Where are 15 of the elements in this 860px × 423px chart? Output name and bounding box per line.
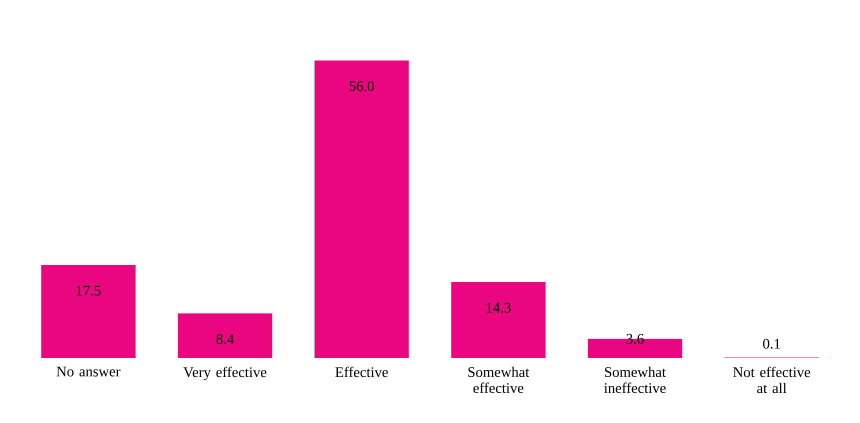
data-label: 56.0 [350, 81, 374, 92]
bar [314, 60, 409, 358]
data-label: 0.1 [763, 338, 780, 349]
bar [451, 282, 546, 358]
x-tick-label: Very effective [183, 366, 266, 380]
data-label: 17.5 [76, 286, 101, 296]
data-label: 8.4 [216, 334, 234, 344]
x-tick-label: No answer [56, 366, 120, 376]
bar [178, 313, 272, 358]
x-tick-label: Somewhat effective [468, 366, 530, 394]
x-tick-label: Somewhat ineffective [604, 366, 666, 394]
x-tick-label: Not effective at all [733, 366, 810, 394]
data-label: 14.3 [486, 302, 511, 313]
bar [41, 265, 136, 358]
x-tick-label: Effective [335, 366, 388, 378]
